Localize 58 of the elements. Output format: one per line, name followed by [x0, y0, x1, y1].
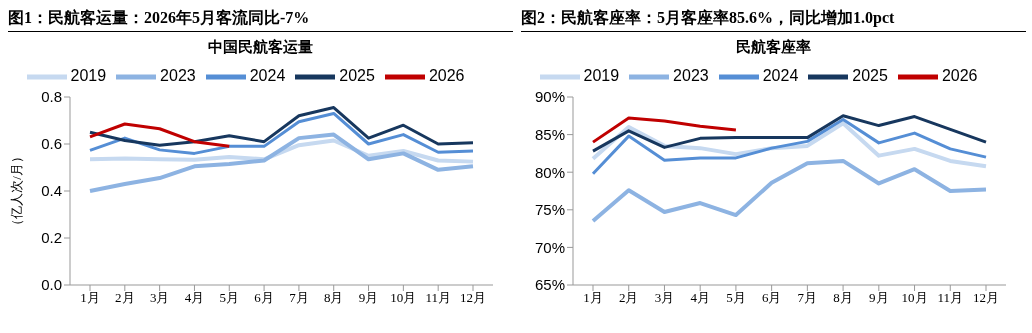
- y-tick-label: 75%: [534, 201, 565, 219]
- y-tick-label: 90%: [534, 88, 565, 106]
- x-tick-label: 5月: [219, 290, 240, 306]
- legend-label: 2019: [583, 67, 620, 85]
- line-series: [88, 111, 475, 155]
- line-series: [591, 118, 988, 176]
- x-tick-label: 9月: [869, 290, 889, 306]
- x-tick-label: 7月: [797, 290, 818, 306]
- x-tick-label: 4月: [184, 290, 205, 306]
- y-tick-label: 0.6: [41, 135, 62, 153]
- y-tick-label: 0.2: [41, 229, 62, 247]
- line-series: [591, 116, 738, 144]
- y-tick-label: 0.4: [41, 182, 62, 200]
- legend-label: 2019: [70, 67, 107, 85]
- legend-label: 2023: [673, 67, 709, 85]
- x-tick-label: 12月: [460, 290, 486, 306]
- x-tick-label: 6月: [761, 290, 782, 306]
- x-tick-label: 12月: [973, 290, 999, 306]
- x-tick-label: 1月: [80, 290, 100, 306]
- y-tick-label: 70%: [534, 238, 565, 256]
- chart-subtitle: 中国民航客运量: [207, 38, 314, 57]
- x-tick-label: 8月: [833, 290, 853, 306]
- legend-label: 2025: [339, 67, 375, 85]
- y-tick-label: 85%: [534, 125, 565, 143]
- y-tick-label: 0.0: [41, 276, 62, 294]
- x-tick-label: 10月: [390, 290, 417, 306]
- x-tick-label: 11月: [425, 290, 451, 306]
- x-tick-label: 2月: [618, 290, 639, 306]
- x-tick-label: 7月: [289, 290, 309, 306]
- x-tick-label: 2月: [115, 290, 135, 306]
- line-series: [88, 122, 231, 148]
- legend-label: 2024: [249, 67, 286, 85]
- line-series: [88, 132, 475, 193]
- legend-label: 2026: [428, 67, 465, 85]
- y-tick-label: 80%: [534, 163, 565, 181]
- legend-label: 2024: [762, 67, 799, 85]
- chart-title: 图1：民航客运量：2026年5月客流同比-7%: [8, 8, 513, 32]
- x-tick-label: 8月: [323, 290, 344, 306]
- x-tick-label: 11月: [937, 290, 964, 306]
- x-tick-label: 1月: [583, 290, 603, 306]
- legend-label: 2026: [941, 67, 978, 85]
- x-tick-label: 6月: [254, 290, 274, 306]
- y-tick-label: 65%: [534, 276, 565, 294]
- x-tick-label: 9月: [358, 290, 379, 306]
- x-tick-label: 3月: [149, 290, 170, 306]
- line-series: [591, 114, 988, 153]
- legend-label: 2025: [852, 67, 888, 85]
- chart-subtitle: 民航客座率: [735, 38, 812, 57]
- y-tick-label: 0.8: [41, 88, 62, 106]
- y-axis-title: （亿人次/月）: [8, 150, 24, 232]
- legend-label: 2023: [160, 67, 196, 85]
- x-tick-label: 5月: [726, 290, 746, 306]
- line-series: [88, 106, 475, 147]
- chart-title: 图2：民航客座率：5月客座率85.6%，同比增加1.0pct: [521, 8, 1026, 32]
- line-series: [591, 158, 988, 224]
- x-tick-label: 4月: [690, 290, 710, 306]
- x-tick-label: 3月: [654, 290, 675, 306]
- x-tick-label: 10月: [901, 290, 928, 306]
